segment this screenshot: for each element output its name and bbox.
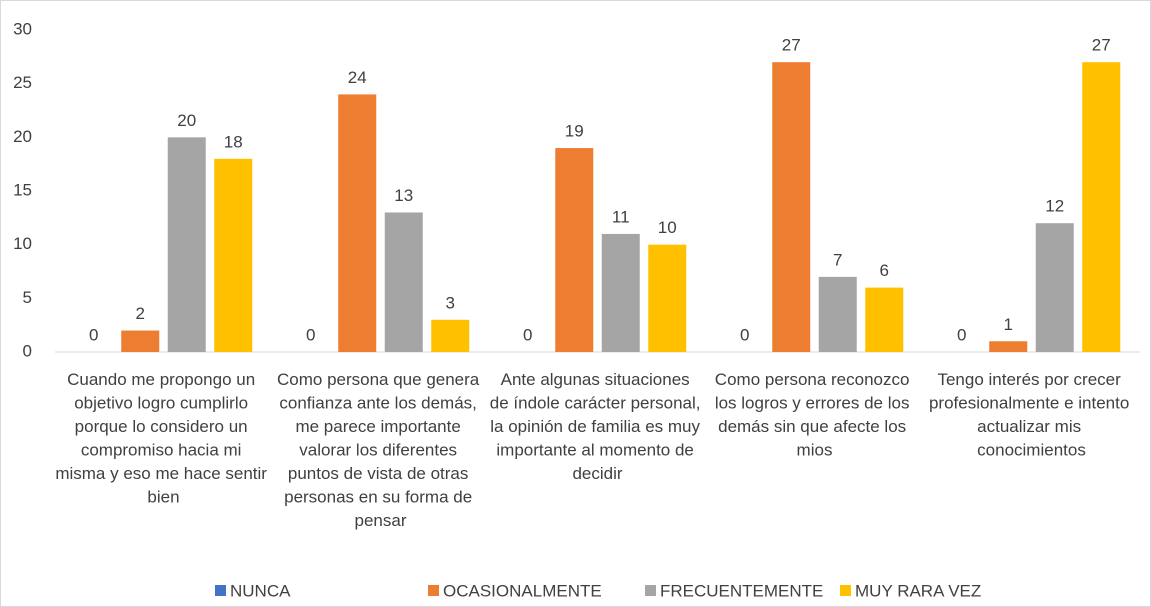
legend-swatch	[645, 585, 656, 596]
y-tick-label: 15	[13, 180, 32, 199]
label-line: demás sin que afecte los	[718, 417, 911, 436]
legend-swatch	[215, 585, 226, 596]
bar	[989, 341, 1028, 352]
y-tick-label: 30	[13, 19, 32, 38]
bar	[338, 94, 377, 353]
bar	[121, 330, 160, 352]
legend-swatch	[428, 585, 439, 596]
legend-label: NUNCA	[230, 581, 291, 600]
label-line: porque lo considero un	[75, 417, 253, 436]
label-line: Como persona que genera	[277, 370, 484, 389]
label-line: decidir	[572, 464, 622, 483]
label-line: compromiso hacia mi	[81, 441, 246, 460]
label-line: puntos de vista de otras	[288, 464, 473, 483]
label-line: personas en su forma de	[284, 488, 477, 507]
bar	[601, 233, 640, 352]
label-line: conocimientos	[977, 441, 1086, 460]
x-tick-label: Tengo interés por crecer profesionalment…	[929, 370, 1134, 460]
y-tick-label: 25	[13, 73, 32, 92]
label-line: Ante algunas situaciones	[501, 370, 695, 389]
data-label: 0	[523, 325, 532, 344]
bar	[431, 319, 470, 352]
data-label: 19	[565, 122, 584, 141]
label-line: valorar los diferentes	[299, 441, 462, 460]
label-line: pensar	[355, 511, 407, 530]
x-tick-label: Cuando me propongo un objetivo logro cum…	[55, 370, 271, 507]
bar	[1082, 62, 1121, 352]
label-line: confianza ante los demás,	[279, 394, 481, 413]
label-line: mios	[797, 441, 833, 460]
y-tick-label: 0	[23, 341, 32, 360]
label-line: de índole carácter personal,	[490, 394, 705, 413]
data-label: 6	[880, 261, 889, 280]
data-label: 0	[306, 325, 315, 344]
data-label: 0	[740, 325, 749, 344]
data-label: 11	[612, 207, 630, 226]
label-line: Como persona reconozco	[715, 370, 914, 389]
bar	[865, 287, 904, 352]
data-label: 0	[89, 325, 98, 344]
bar	[555, 148, 594, 352]
bar	[648, 244, 687, 352]
x-tick-label: Ante algunas situaciones de índole carác…	[490, 370, 705, 483]
label-line: misma y eso me hace sentir	[55, 464, 271, 483]
label-line: actualizar mis	[977, 417, 1086, 436]
label-line: importante al momento de	[496, 441, 698, 460]
label-line: objetivo logro cumplirlo	[74, 394, 253, 413]
legend-label: FRECUENTEMENTE	[660, 581, 823, 600]
y-tick-label: 20	[13, 127, 32, 146]
data-label: 27	[782, 36, 801, 55]
legend-label: MUY RARA VEZ	[855, 581, 981, 600]
label-line: la opinión de familia es muy	[490, 417, 705, 436]
data-label: 3	[446, 293, 455, 312]
data-label: 1	[1004, 315, 1013, 334]
y-tick-label: 10	[13, 234, 32, 253]
bar	[818, 276, 857, 352]
data-label: 7	[833, 250, 842, 269]
label-line: Cuando me propongo un	[67, 370, 260, 389]
bar	[384, 212, 423, 352]
data-label: 2	[136, 304, 145, 323]
data-label: 27	[1092, 36, 1111, 55]
legend-swatch	[840, 585, 851, 596]
label-line: me parece importante	[295, 417, 465, 436]
bar	[1035, 223, 1074, 352]
legend-label: OCASIONALMENTE	[443, 581, 602, 600]
data-label: 20	[177, 111, 196, 130]
data-label: 10	[658, 218, 677, 237]
label-line: profesionalmente e intento	[929, 394, 1134, 413]
label-line: Tengo interés por crecer	[937, 370, 1125, 389]
x-tick-label: Como persona reconozco los logros y erro…	[715, 370, 914, 460]
bar	[167, 137, 206, 352]
data-label: 24	[348, 68, 367, 87]
data-label: 0	[957, 325, 966, 344]
label-line: los logros y errores de los	[715, 394, 914, 413]
x-tick-label: Como persona que genera confianza ante l…	[277, 370, 484, 530]
data-label: 12	[1045, 197, 1064, 216]
bar	[772, 62, 811, 352]
y-tick-label: 5	[23, 288, 32, 307]
bar	[214, 158, 253, 352]
label-line: bien	[147, 488, 179, 507]
data-label: 18	[224, 132, 243, 151]
data-label: 13	[394, 186, 413, 205]
